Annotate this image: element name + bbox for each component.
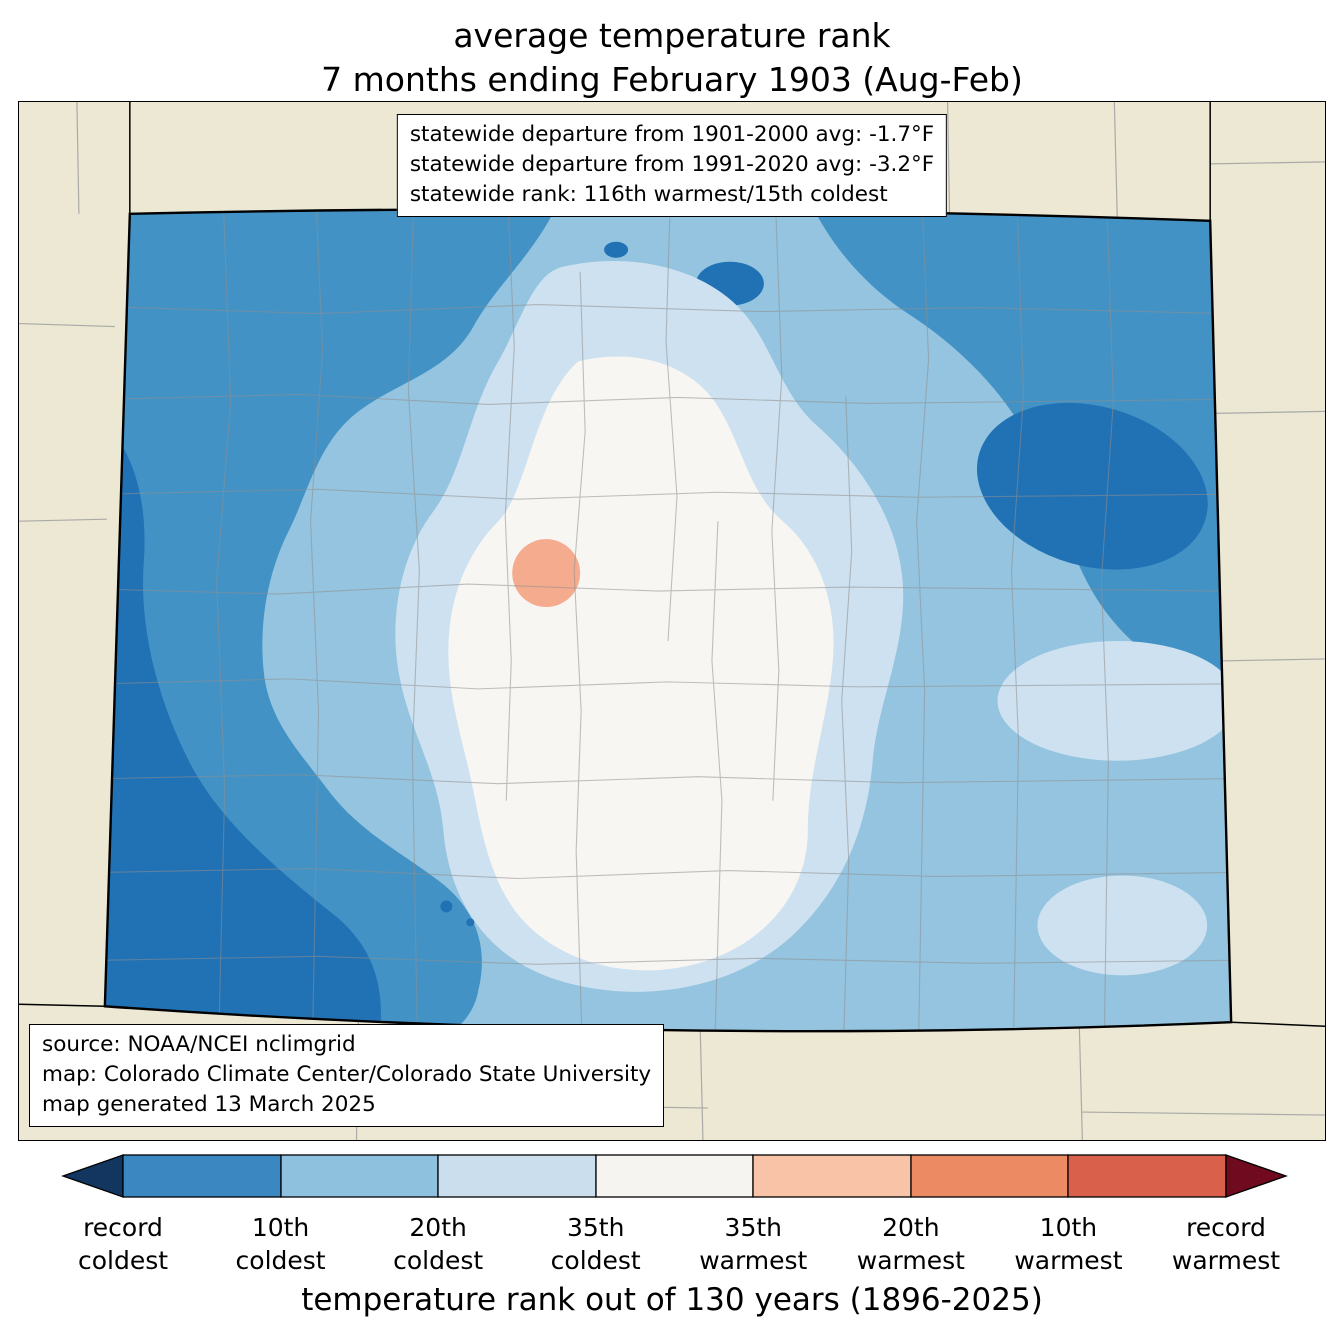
- source-box: source: NOAA/NCEI nclimgrid map: Colorad…: [29, 1023, 665, 1127]
- region-darker-dot-south-2: [466, 918, 475, 927]
- source-line: source: NOAA/NCEI nclimgrid: [42, 1031, 356, 1057]
- stats-rank: statewide rank: 116th warmest/15th colde…: [409, 182, 888, 208]
- stats-departure-1901-2000: statewide departure from 1901-2000 avg: …: [409, 122, 935, 147]
- region-darker-spot-north-small: [604, 241, 629, 258]
- region-35th-coldest-southeast-patch: [1037, 875, 1208, 976]
- colorado-map: [19, 102, 1325, 1140]
- colorbar-label-10th-coldest: 10th coldest: [235, 1213, 326, 1275]
- region-near-median-center: [448, 356, 834, 971]
- colorbar-segment-4: [595, 1154, 754, 1198]
- colorbar-caption: temperature rank out of 130 years (1896-…: [301, 1282, 1043, 1318]
- colorbar-segment-2: [280, 1154, 439, 1198]
- state-fill-regions: [104, 209, 1232, 1032]
- generated-line: map generated 13 March 2025: [42, 1091, 376, 1117]
- colorbar-segment-1: [122, 1154, 282, 1198]
- colorbar-label-10th-warmest: 10th warmest: [1014, 1213, 1123, 1275]
- region-darker-core-northeast: [976, 402, 1208, 570]
- colorbar-segment-5: [752, 1154, 912, 1198]
- region-darkest-west-strip: [104, 401, 381, 1032]
- title-line-1: average temperature rank: [453, 16, 891, 55]
- colorbar-segment-6: [910, 1154, 1069, 1198]
- colorbar: [61, 1154, 1288, 1198]
- colorbar-label-record-warmest: record warmest: [1171, 1213, 1281, 1275]
- stats-box: statewide departure from 1901-2000 avg: …: [396, 114, 948, 218]
- colorbar-arrow-record-warmest: [1225, 1154, 1288, 1198]
- region-35th-warmest-spot: [512, 539, 581, 608]
- map-credit-line: map: Colorado Climate Center/Colorado St…: [42, 1061, 652, 1087]
- colorbar-arrow-record-coldest: [61, 1154, 124, 1198]
- colorbar-label-35th-warmest: 35th warmest: [699, 1213, 808, 1275]
- map-area: statewide departure from 1901-2000 avg: …: [18, 101, 1326, 1141]
- colorbar-label-record-coldest: record coldest: [77, 1213, 169, 1275]
- page-title: average temperature rank 7 months ending…: [0, 14, 1344, 101]
- colorbar-label-20th-warmest: 20th warmest: [856, 1213, 965, 1275]
- colorbar-segment-3: [437, 1154, 597, 1198]
- colorbar-segment-7: [1067, 1154, 1227, 1198]
- colorbar-labels: record coldest 10th coldest 20th coldest…: [78, 1212, 1280, 1282]
- stats-departure-1991-2020: statewide departure from 1991-2020 avg: …: [409, 152, 935, 178]
- colorbar-label-35th-coldest: 35th coldest: [550, 1213, 641, 1275]
- colorbar-label-20th-coldest: 20th coldest: [393, 1213, 484, 1275]
- title-line-2: 7 months ending February 1903 (Aug-Feb): [321, 59, 1023, 99]
- neighbor-state-borders: [19, 102, 1325, 1027]
- county-lines: [104, 209, 1231, 1032]
- region-darker-dot-south-1: [440, 900, 453, 913]
- region-35th-coldest-east-patch: [997, 640, 1232, 761]
